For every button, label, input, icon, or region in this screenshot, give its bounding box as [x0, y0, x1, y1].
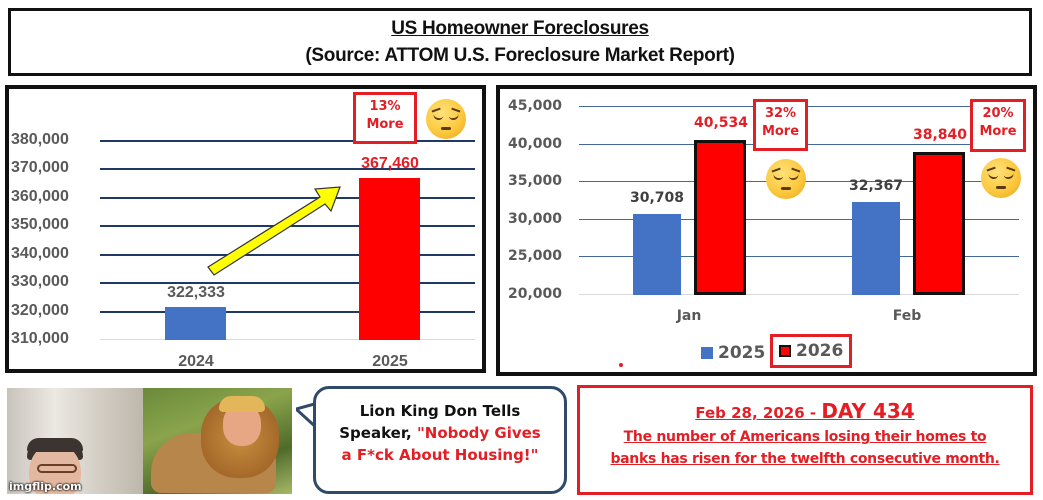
callout-percent: 20%: [982, 106, 1014, 121]
notice-day-count: DAY 434: [821, 399, 915, 423]
bubble-line-3: a F*ck About Housing!": [341, 446, 539, 464]
red-dot: [619, 363, 623, 367]
y-tick: 330,000: [11, 273, 69, 290]
monthly-foreclosure-chart: 45,000 40,000 35,000 30,000 25,000 20,00…: [496, 85, 1037, 376]
y-tick: 320,000: [11, 302, 69, 319]
legend-item-2025: 2025: [701, 343, 765, 363]
y-tick: 20,000: [508, 286, 563, 302]
x-label-2025: 2025: [372, 353, 408, 370]
header-title-box: US Homeowner Foreclosures (Source: ATTOM…: [8, 8, 1032, 76]
y-tick: 45,000: [508, 98, 563, 114]
bubble-line-2-red: "Nobody Gives: [416, 424, 541, 442]
bubble-line-1: Lion King Don Tells: [359, 402, 521, 420]
y-tick: 340,000: [11, 245, 69, 262]
x-label-2024: 2024: [178, 353, 214, 370]
gridline: [100, 311, 475, 313]
meme-photos: imgflip.com: [7, 388, 292, 494]
annual-foreclosure-chart: 380,000 370,000 360,000 350,000 340,000 …: [5, 85, 486, 373]
y-tick: 30,000: [508, 211, 563, 227]
bar-2024: [165, 307, 226, 340]
bubble-line-2-black: Speaker,: [339, 424, 417, 442]
notice-text-line-2: banks has risen for the twelfth consecut…: [610, 451, 1000, 467]
gridline: [100, 140, 475, 142]
callout-percent: 32%: [764, 106, 797, 121]
pensive-face-emoji-icon: [981, 158, 1021, 198]
gridline: [100, 254, 475, 256]
callout-more: More: [761, 124, 800, 139]
bar-feb-2026: [913, 152, 965, 295]
bar-jan-2025: [633, 214, 681, 295]
page-title: US Homeowner Foreclosures: [391, 18, 649, 39]
notice-box: Feb 28, 2026 - DAY 434 The number of Ame…: [577, 385, 1033, 495]
speech-bubble-tail: [296, 403, 320, 431]
percent-more-callout-feb: 20% More: [970, 99, 1026, 152]
y-tick: 35,000: [508, 173, 563, 189]
axis-baseline: [100, 339, 475, 340]
y-tick: 25,000: [508, 248, 563, 264]
bar-feb-2025: [852, 202, 900, 295]
legend-item-2026: 2026: [770, 334, 853, 368]
gridline: [579, 256, 1019, 257]
legend-swatch-2025: [701, 347, 713, 359]
lion-photo: [143, 388, 292, 494]
percent-more-callout-jan: 32% More: [753, 99, 808, 151]
value-label-feb-2025: 32,367: [848, 178, 904, 194]
gridline: [100, 168, 475, 170]
legend-swatch-2026: [779, 345, 791, 357]
pensive-face-emoji-icon: [426, 99, 466, 139]
notice-date: Feb 28, 2026 -: [695, 404, 822, 422]
speech-bubble: Lion King Don Tells Speaker, "Nobody Giv…: [313, 386, 567, 494]
x-label-feb: Feb: [892, 308, 922, 324]
value-label-feb-2026: 38,840: [912, 127, 968, 143]
y-tick: 40,000: [508, 136, 563, 152]
value-label-2024: 322,333: [167, 284, 225, 301]
pensive-face-emoji-icon: [766, 159, 806, 199]
notice-date-line: Feb 28, 2026 - DAY 434: [580, 399, 1030, 423]
gridline: [100, 282, 475, 284]
notice-text-line-1: The number of Americans losing their hom…: [623, 429, 987, 445]
speaker-photo: imgflip.com: [7, 388, 143, 494]
bar-jan-2026: [694, 140, 746, 295]
axis-baseline: [579, 294, 1019, 295]
percent-more-callout: 13% More: [353, 92, 417, 144]
callout-more: More: [979, 124, 1017, 139]
page-subtitle: (Source: ATTOM U.S. Foreclosure Market R…: [305, 45, 735, 66]
legend-label-2025: 2025: [718, 343, 766, 363]
value-label-jan-2026: 40,534: [693, 115, 749, 131]
y-tick: 360,000: [11, 188, 69, 205]
yellow-up-arrow-icon: [207, 186, 341, 276]
imgflip-watermark: imgflip.com: [9, 480, 82, 493]
y-tick: 350,000: [11, 216, 69, 233]
y-tick: 310,000: [11, 330, 69, 347]
callout-more: More: [366, 117, 404, 132]
legend-label-2026: 2026: [796, 341, 844, 361]
bar-2025: [359, 178, 420, 340]
callout-percent: 13%: [369, 99, 401, 114]
x-label-jan: Jan: [676, 308, 702, 324]
gridline: [579, 219, 1019, 220]
gridline: [100, 197, 475, 199]
y-tick: 380,000: [11, 131, 69, 148]
value-label-2025: 367,460: [361, 155, 419, 172]
y-tick: 370,000: [11, 159, 69, 176]
value-label-jan-2025: 30,708: [629, 190, 685, 206]
